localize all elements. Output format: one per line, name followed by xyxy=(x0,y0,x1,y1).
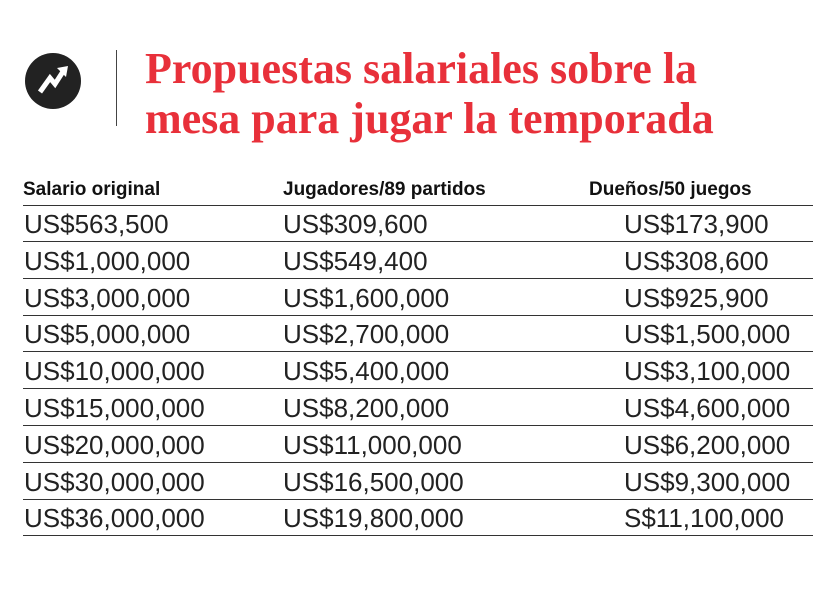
cell: US$36,000,000 xyxy=(24,503,205,534)
cell: US$1,600,000 xyxy=(283,282,450,313)
cell: US$173,900 xyxy=(624,209,769,239)
cell: US$5,000,000 xyxy=(24,319,191,350)
cell: US$9,300,000 xyxy=(624,466,791,497)
cell: US$549,400 xyxy=(283,245,428,276)
column-header: Salario original xyxy=(23,179,161,200)
cell: US$1,500,000 xyxy=(624,319,791,350)
cell: US$2,700,000 xyxy=(283,319,450,350)
cell: US$19,800,000 xyxy=(283,503,464,534)
logo xyxy=(25,53,81,109)
cell: US$309,600 xyxy=(283,209,428,239)
column-header: Dueños/50 juegos xyxy=(589,179,752,200)
cell: US$1,000,000 xyxy=(24,245,191,276)
cell: US$6,200,000 xyxy=(624,429,791,460)
title-line: Propuestas salariales sobre la xyxy=(145,44,698,93)
row-rule xyxy=(23,388,813,389)
cell: US$20,000,000 xyxy=(24,429,205,460)
row-rule xyxy=(23,535,813,536)
row-rule xyxy=(23,278,813,279)
title-line: mesa para jugar la temporada xyxy=(145,94,714,143)
cell: US$4,600,000 xyxy=(624,393,791,423)
cell: US$925,900 xyxy=(624,282,769,313)
cell: US$16,500,000 xyxy=(283,466,464,497)
row-rule xyxy=(23,205,813,206)
title: Propuestas salariales sobre la mesa para … xyxy=(145,44,714,144)
row-rule xyxy=(23,241,813,242)
cell: US$563,500 xyxy=(24,209,169,239)
row-rule xyxy=(23,462,813,463)
row-rule xyxy=(23,499,813,500)
cell: US$5,400,000 xyxy=(283,356,450,387)
cell: US$30,000,000 xyxy=(24,466,205,497)
cell: US$8,200,000 xyxy=(283,393,450,423)
cell: US$10,000,000 xyxy=(24,356,205,387)
cell: US$15,000,000 xyxy=(24,393,205,423)
cell: US$3,000,000 xyxy=(24,282,191,313)
cell: US$11,000,000 xyxy=(283,429,462,460)
row-rule xyxy=(23,425,813,426)
row-rule xyxy=(23,315,813,316)
row-rule xyxy=(23,351,813,352)
divider xyxy=(116,50,117,126)
column-header: Jugadores/89 partidos xyxy=(283,179,486,200)
cell: US$3,100,000 xyxy=(624,356,791,387)
cell: S$11,100,000 xyxy=(624,503,784,534)
cell: US$308,600 xyxy=(624,245,769,276)
